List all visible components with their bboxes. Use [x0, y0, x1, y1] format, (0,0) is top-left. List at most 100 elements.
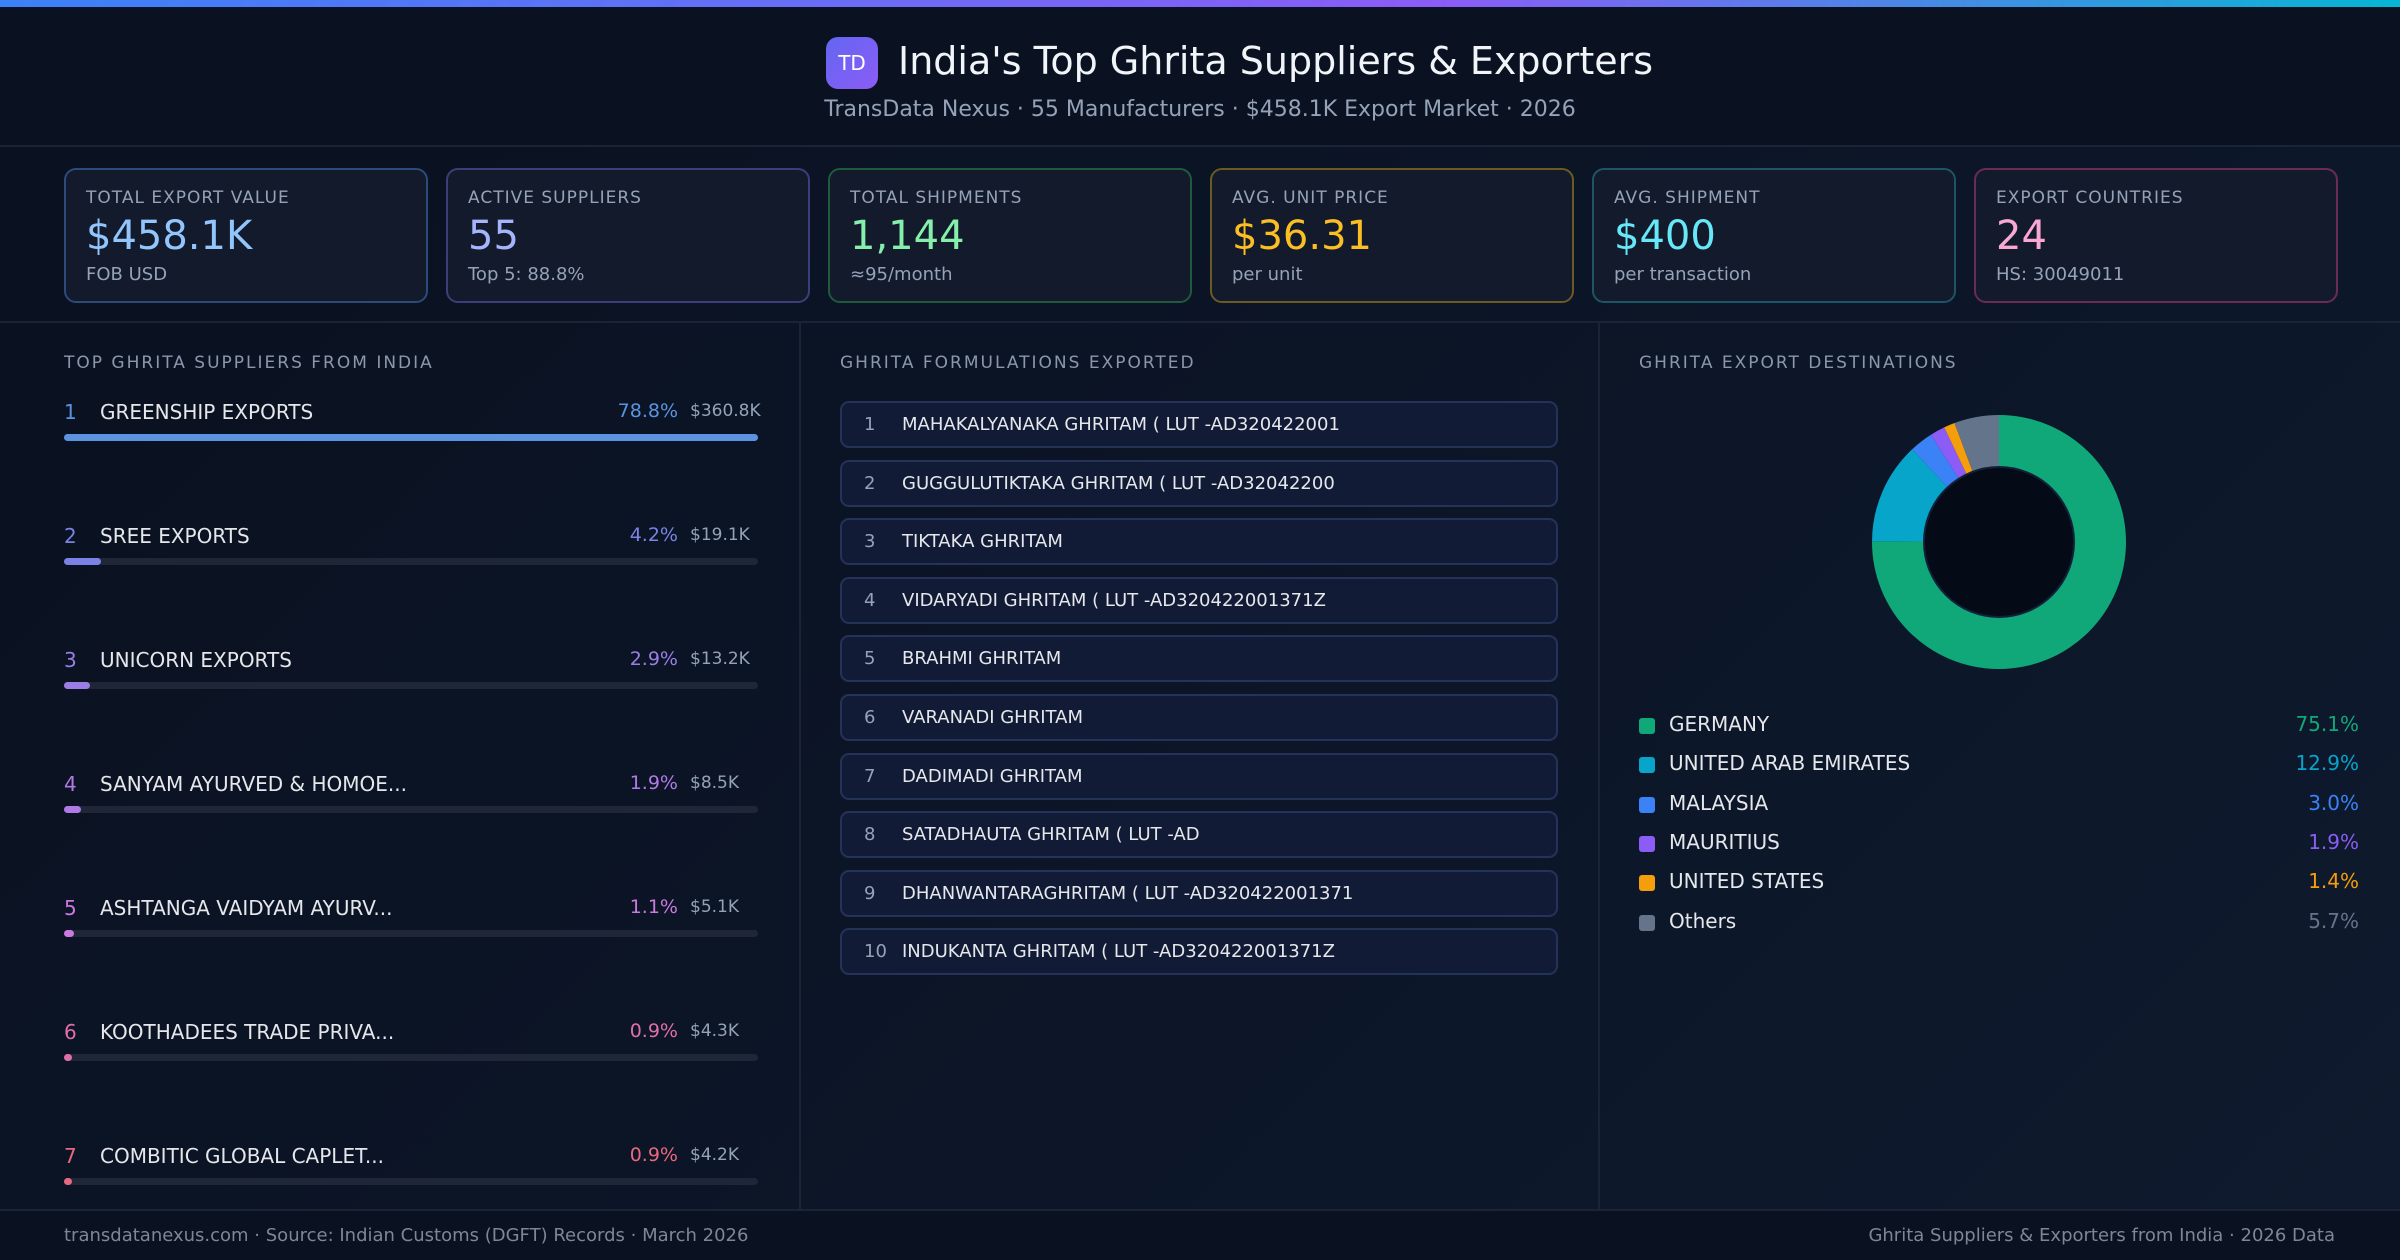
supplier-bar-fill [64, 558, 101, 565]
legend-label: MALAYSIA [1669, 790, 1769, 815]
kpi-sub: per unit [1232, 264, 1303, 285]
supplier-name: KOOTHADEES TRADE PRIVA... [100, 1020, 395, 1044]
legend-value: 1.9% [2308, 829, 2359, 854]
kpi-sub: FOB USD [86, 264, 168, 285]
donut-slice-germany[interactable] [1872, 415, 2126, 669]
formulation-name: MAHAKALYANAKA GHRITAM ( LUT -AD320422001 [902, 414, 1340, 435]
formulation-item[interactable]: 3 TIKTAKA GHRITAM [840, 518, 1558, 566]
supplier-name: GREENSHIP EXPORTS [100, 400, 314, 424]
supplier-share: 0.9% [629, 1144, 678, 1166]
formulation-item[interactable]: 4 VIDARYADI GHRITAM ( LUT -AD320422001371… [840, 576, 1558, 624]
supplier-row[interactable]: 4 SANYAM AYURVED & HOMOE... 1.9% $8.5K [64, 772, 758, 832]
formulation-name: INDUKANTA GHRITAM ( LUT -AD320422001371Z [902, 941, 1335, 963]
formulation-item[interactable]: 8 SATADHAUTA GHRITAM ( LUT -AD [840, 811, 1558, 859]
kpi-sub: ≈95/month [850, 264, 953, 285]
supplier-bar-track [64, 682, 758, 689]
formulation-name: GUGGULUTIKTAKA GHRITAM ( LUT -AD32042200 [902, 472, 1335, 494]
footer-note: Ghrita Suppliers & Exporters from India … [1868, 1225, 2335, 1246]
supplier-share: 1.9% [629, 772, 678, 794]
supplier-bar-fill [64, 930, 74, 937]
kpi-label: Export Countries [1996, 188, 2184, 208]
supplier-share: 78.8% [617, 400, 678, 422]
supplier-rank: 5 [64, 896, 77, 920]
supplier-row[interactable]: 1 GREENSHIP EXPORTS 78.8% $360.8K [64, 400, 761, 460]
supplier-bar-track [64, 806, 758, 813]
formulation-name: BRAHMI GHRITAM [902, 648, 1062, 670]
legend-value: 1.4% [2308, 869, 2359, 894]
supplier-rank: 7 [64, 1144, 77, 1168]
donut-slice-others[interactable] [1954, 415, 1999, 472]
kpi-label: Total Shipments [850, 188, 1023, 208]
supplier-row[interactable]: 7 COMBITIC GLOBAL CAPLET... 0.9% $4.2K [64, 1144, 758, 1204]
supplier-value: $5.1K [690, 897, 739, 917]
donut-slice-malaysia[interactable] [1912, 434, 1959, 488]
formulation-name: VARANADI GHRITAM [902, 707, 1083, 728]
supplier-bar-track [64, 1054, 758, 1061]
donut-hole [1923, 466, 2075, 618]
formulation-name: TIKTAKA GHRITAM [902, 531, 1063, 553]
formulation-number: 1 [864, 414, 876, 435]
supplier-share: 0.9% [629, 1020, 678, 1042]
legend-swatch [1639, 875, 1655, 892]
kpi-label: Avg. Unit Price [1232, 188, 1389, 208]
formulation-item[interactable]: 6 VARANADI GHRITAM [840, 694, 1558, 741]
supplier-rank: 3 [64, 648, 77, 672]
supplier-share: 2.9% [629, 648, 678, 670]
legend-item[interactable]: MAURITIUS 1.9% [1639, 830, 2359, 860]
kpi-card: Total Export Value $458.1K FOB USD [64, 168, 428, 303]
footer-source: transdatanexus.com · Source: Indian Cust… [64, 1225, 749, 1246]
supplier-value: $4.2K [690, 1145, 739, 1165]
column-divider [799, 323, 801, 1209]
brand-logo: TD [826, 37, 878, 89]
legend-item[interactable]: UNITED ARAB EMIRATES 12.9% [1639, 751, 2359, 781]
formulation-number: 4 [864, 589, 876, 611]
page-title: India's Top Ghrita Suppliers & Exporters [898, 39, 1654, 83]
donut-slice-mauritius[interactable] [1930, 427, 1967, 479]
supplier-rank: 6 [64, 1020, 77, 1044]
formulation-item[interactable]: 9 DHANWANTARAGHRITAM ( LUT -AD32042200137… [840, 869, 1558, 917]
formulation-number: 2 [864, 472, 876, 494]
legend-label: UNITED STATES [1669, 869, 1825, 894]
formulation-item[interactable]: 1 MAHAKALYANAKA GHRITAM ( LUT -AD32042200… [840, 401, 1558, 448]
kpi-value: 55 [468, 213, 519, 259]
supplier-name: SANYAM AYURVED & HOMOE... [100, 772, 407, 796]
supplier-row[interactable]: 3 UNICORN EXPORTS 2.9% $13.2K [64, 648, 758, 708]
legend-item[interactable]: UNITED STATES 1.4% [1639, 869, 2359, 899]
formulation-item[interactable]: 10 INDUKANTA GHRITAM ( LUT -AD32042200137… [840, 928, 1558, 976]
formulation-name: VIDARYADI GHRITAM ( LUT -AD320422001371Z [902, 589, 1326, 611]
supplier-row[interactable]: 5 ASHTANGA VAIDYAM AYURV... 1.1% $5.1K [64, 896, 758, 956]
legend-item[interactable]: Others 5.7% [1639, 909, 2359, 939]
formulation-item[interactable]: 2 GUGGULUTIKTAKA GHRITAM ( LUT -AD3204220… [840, 459, 1558, 507]
legend-swatch [1639, 757, 1655, 774]
formulation-item[interactable]: 7 DADIMADI GHRITAM [840, 752, 1558, 800]
supplier-value: $360.8K [690, 401, 761, 421]
donut-slice-united-arab-emirates[interactable] [1872, 449, 1948, 542]
legend-value: 3.0% [2308, 790, 2359, 815]
legend-swatch [1639, 914, 1655, 931]
supplier-row[interactable]: 6 KOOTHADEES TRADE PRIVA... 0.9% $4.3K [64, 1020, 758, 1080]
supplier-bar-fill [64, 806, 81, 813]
formulation-number: 6 [864, 707, 876, 728]
supplier-bar-track [64, 434, 758, 441]
legend-item[interactable]: MALAYSIA 3.0% [1639, 791, 2359, 821]
divider [0, 321, 2400, 323]
legend-value: 75.1% [2295, 712, 2359, 736]
formulation-item[interactable]: 5 BRAHMI GHRITAM [840, 635, 1558, 683]
supplier-name: SREE EXPORTS [100, 524, 250, 548]
legend-item[interactable]: GERMANY 75.1% [1639, 712, 2359, 742]
kpi-value: 1,144 [850, 213, 965, 259]
supplier-value: $13.2K [690, 649, 750, 669]
kpi-sub: per transaction [1614, 264, 1752, 285]
formulation-number: 5 [864, 648, 876, 670]
supplier-row[interactable]: 2 SREE EXPORTS 4.2% $19.1K [64, 524, 758, 584]
legend-label: Others [1669, 908, 1737, 933]
donut-slice-united-states[interactable] [1944, 423, 1973, 475]
formulations-title: GHRITA FORMULATIONS EXPORTED [840, 353, 1196, 373]
kpi-card: Export Countries 24 HS: 30049011 [1974, 168, 2338, 303]
destinations-title: GHRITA EXPORT DESTINATIONS [1639, 353, 1958, 373]
supplier-name: COMBITIC GLOBAL CAPLET... [100, 1144, 384, 1168]
kpi-value: 24 [1996, 213, 2047, 259]
kpi-card: Active Suppliers 55 Top 5: 88.8% [446, 168, 810, 303]
page-header: TD India's Top Ghrita Suppliers & Export… [0, 7, 2400, 147]
supplier-bar-track [64, 1178, 758, 1185]
